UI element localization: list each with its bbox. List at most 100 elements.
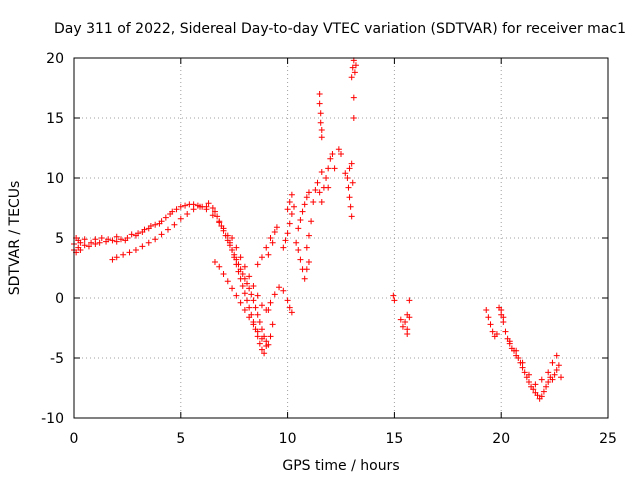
data-point <box>263 307 270 313</box>
data-point <box>158 231 165 238</box>
data-point <box>329 151 336 157</box>
data-point <box>530 386 537 393</box>
y-tick-label: 5 <box>55 231 64 247</box>
data-point <box>350 94 357 101</box>
data-point <box>254 311 261 318</box>
data-point <box>152 221 159 228</box>
y-tick-label: 20 <box>46 51 64 67</box>
data-point <box>81 236 88 243</box>
data-point <box>261 350 268 357</box>
data-point <box>553 367 560 373</box>
data-point <box>293 239 300 246</box>
data-point <box>135 230 142 237</box>
data-point <box>284 297 291 304</box>
data-point <box>139 243 146 250</box>
data-point <box>318 134 325 141</box>
data-point <box>397 316 404 323</box>
data-point <box>203 206 210 213</box>
data-point <box>241 290 248 297</box>
data-point <box>171 221 178 228</box>
data-point <box>305 232 312 239</box>
data-point <box>263 343 270 349</box>
data-point <box>231 254 238 261</box>
data-point <box>487 321 494 328</box>
data-point <box>483 307 490 313</box>
data-point <box>233 292 240 299</box>
data-point <box>162 214 169 221</box>
data-point <box>152 236 159 243</box>
data-point <box>391 297 398 304</box>
data-point <box>538 393 545 400</box>
y-tick-label: -10 <box>41 411 64 427</box>
data-point <box>254 328 261 335</box>
data-point <box>521 369 528 376</box>
data-point <box>77 247 84 253</box>
x-tick-label: 0 <box>70 431 79 447</box>
data-point <box>220 271 227 277</box>
data-point <box>244 297 251 304</box>
data-point <box>244 280 251 287</box>
data-point <box>323 175 330 181</box>
data-point <box>229 285 236 292</box>
plot-frame <box>73 57 609 419</box>
data-point <box>346 194 353 201</box>
data-point <box>348 160 355 167</box>
data-point <box>498 307 505 313</box>
data-point <box>525 371 532 378</box>
data-point <box>120 251 127 258</box>
data-point <box>229 235 236 241</box>
data-point <box>286 304 293 311</box>
data-point <box>551 371 558 378</box>
data-point <box>147 223 154 229</box>
data-point <box>291 203 298 210</box>
data-point <box>237 299 244 306</box>
data-point <box>126 249 133 256</box>
data-point <box>258 254 265 261</box>
data-point <box>233 244 240 251</box>
data-point <box>312 187 319 193</box>
y-axis-label: SDTVAR / TECUs <box>7 181 23 296</box>
data-point <box>345 184 352 191</box>
data-point <box>303 244 310 251</box>
data-point <box>267 235 274 241</box>
data-point <box>532 381 539 388</box>
data-point <box>239 271 246 277</box>
data-point <box>303 194 310 201</box>
data-point <box>534 392 541 399</box>
data-point <box>209 212 216 219</box>
data-point <box>256 319 263 325</box>
data-point <box>109 237 116 244</box>
data-point <box>325 165 332 172</box>
data-point <box>141 226 148 233</box>
data-point <box>209 205 216 211</box>
data-point <box>177 215 184 222</box>
data-point <box>317 110 324 117</box>
chart-title: Day 311 of 2022, Sidereal Day-to-day VTE… <box>54 21 626 37</box>
data-point <box>241 307 248 313</box>
data-point <box>263 244 270 251</box>
data-point <box>286 199 293 205</box>
data-point <box>280 244 287 251</box>
data-points <box>71 57 565 402</box>
data-point <box>237 275 244 282</box>
data-point <box>338 151 344 157</box>
data-point <box>553 352 560 359</box>
data-point <box>347 203 354 210</box>
data-point <box>288 191 295 198</box>
x-tick-label: 20 <box>492 431 510 447</box>
x-tick-label: 15 <box>385 431 403 447</box>
data-point <box>316 91 323 97</box>
data-point <box>85 243 92 250</box>
y-tick-label: 0 <box>55 291 64 307</box>
data-point <box>216 263 223 270</box>
data-point <box>226 239 233 246</box>
x-tick-label: 5 <box>176 431 185 447</box>
data-point <box>117 236 124 243</box>
data-point <box>344 175 351 181</box>
data-point <box>540 388 547 395</box>
data-point <box>318 199 325 205</box>
data-point <box>485 314 492 321</box>
data-point <box>197 203 204 210</box>
x-axis-label: GPS time / hours <box>282 458 399 474</box>
data-point <box>305 259 312 265</box>
